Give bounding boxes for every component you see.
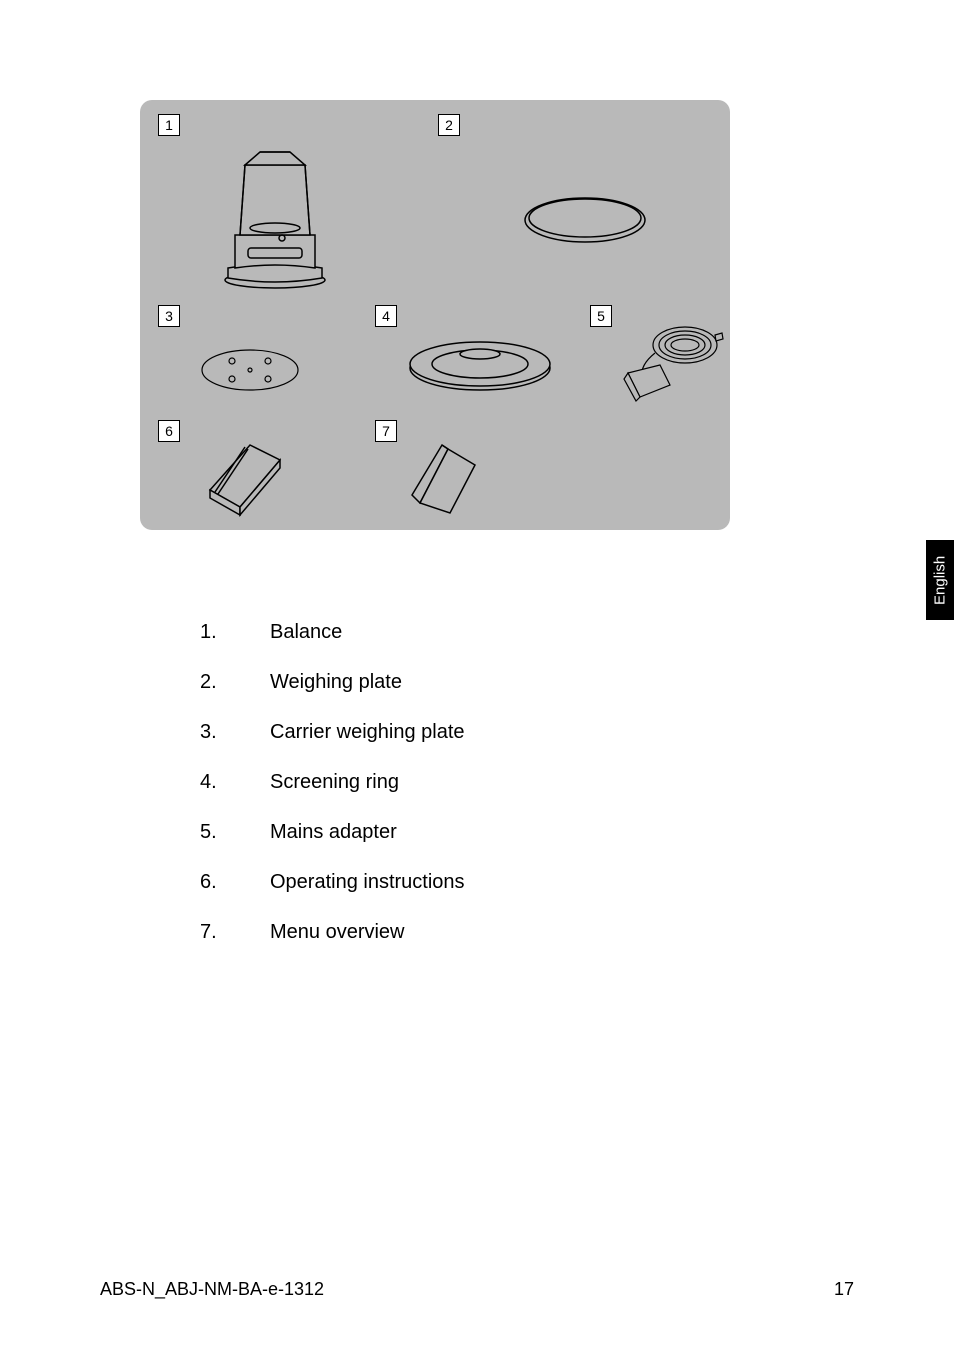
list-text: Screening ring — [270, 760, 399, 804]
parts-list: 1. Balance 2. Weighing plate 3. Carrier … — [200, 610, 854, 954]
weighing-plate-icon — [510, 185, 660, 255]
list-item: 3. Carrier weighing plate — [200, 710, 854, 754]
list-num: 7. — [200, 910, 270, 954]
diagram-label-2: 2 — [438, 114, 460, 136]
diagram-label-1: 1 — [158, 114, 180, 136]
mains-adapter-icon — [600, 315, 725, 410]
list-num: 1. — [200, 610, 270, 654]
screening-ring-icon — [400, 330, 560, 400]
page: 1 2 3 4 5 6 7 — [0, 0, 954, 1350]
diagram-label-3: 3 — [158, 305, 180, 327]
list-text: Mains adapter — [270, 810, 397, 854]
list-text: Balance — [270, 610, 342, 654]
carrier-plate-icon — [190, 335, 310, 405]
list-item: 5. Mains adapter — [200, 810, 854, 854]
list-num: 5. — [200, 810, 270, 854]
diagram-label-6: 6 — [158, 420, 180, 442]
list-text: Carrier weighing plate — [270, 710, 465, 754]
list-item: 6. Operating instructions — [200, 860, 854, 904]
list-text: Operating instructions — [270, 860, 465, 904]
page-footer: ABS-N_ABJ-NM-BA-e-1312 17 — [100, 1279, 854, 1300]
language-tab: English — [926, 540, 954, 620]
list-num: 3. — [200, 710, 270, 754]
list-num: 4. — [200, 760, 270, 804]
list-item: 7. Menu overview — [200, 910, 854, 954]
list-num: 2. — [200, 660, 270, 704]
balance-icon — [210, 140, 340, 290]
components-diagram: 1 2 3 4 5 6 7 — [140, 100, 730, 530]
diagram-label-4: 4 — [375, 305, 397, 327]
list-num: 6. — [200, 860, 270, 904]
list-item: 2. Weighing plate — [200, 660, 854, 704]
list-item: 1. Balance — [200, 610, 854, 654]
list-text: Menu overview — [270, 910, 405, 954]
footer-doc-id: ABS-N_ABJ-NM-BA-e-1312 — [100, 1279, 324, 1300]
footer-page-number: 17 — [834, 1279, 854, 1300]
manual-icon — [195, 435, 295, 520]
menu-overview-icon — [400, 435, 490, 520]
list-text: Weighing plate — [270, 660, 402, 704]
list-item: 4. Screening ring — [200, 760, 854, 804]
diagram-label-7: 7 — [375, 420, 397, 442]
